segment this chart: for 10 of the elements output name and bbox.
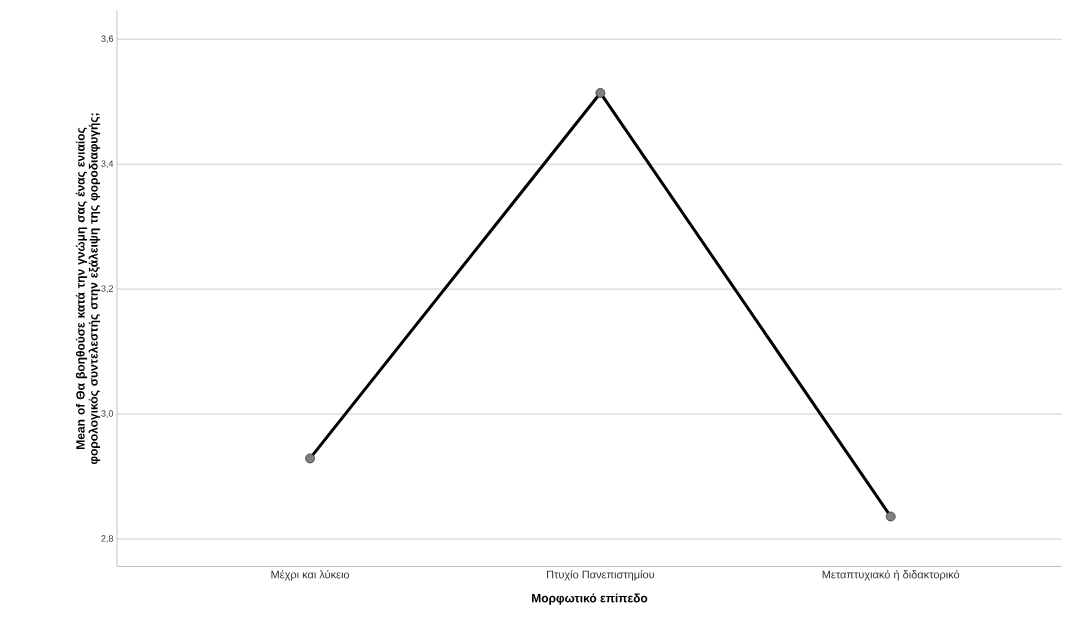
x-tick-label: Μέχρι και λύκειο <box>271 570 350 581</box>
y-tick-label: 3,2 <box>101 285 114 293</box>
y-axis-title: Mean of Θα βοηθούσε κατά την γνώμη σας ένας ενιαίος φορολογικός συντελεστής στην εξάλειψη της φοροδιαφυγής; <box>75 113 101 465</box>
x-axis-title: Μορφωτικό επίπεδο <box>532 593 648 605</box>
y-tick-label: 3,4 <box>101 160 114 168</box>
x-tick-label: Μεταπτυχιακό ή διδακτορικό <box>822 570 960 581</box>
y-tick-label: 3,0 <box>101 410 114 418</box>
y-tick-label: 3,6 <box>101 35 114 43</box>
y-tick-label: 2,8 <box>101 535 114 543</box>
x-tick-label: Πτυχίο Πανεπιστημίου <box>547 570 655 581</box>
